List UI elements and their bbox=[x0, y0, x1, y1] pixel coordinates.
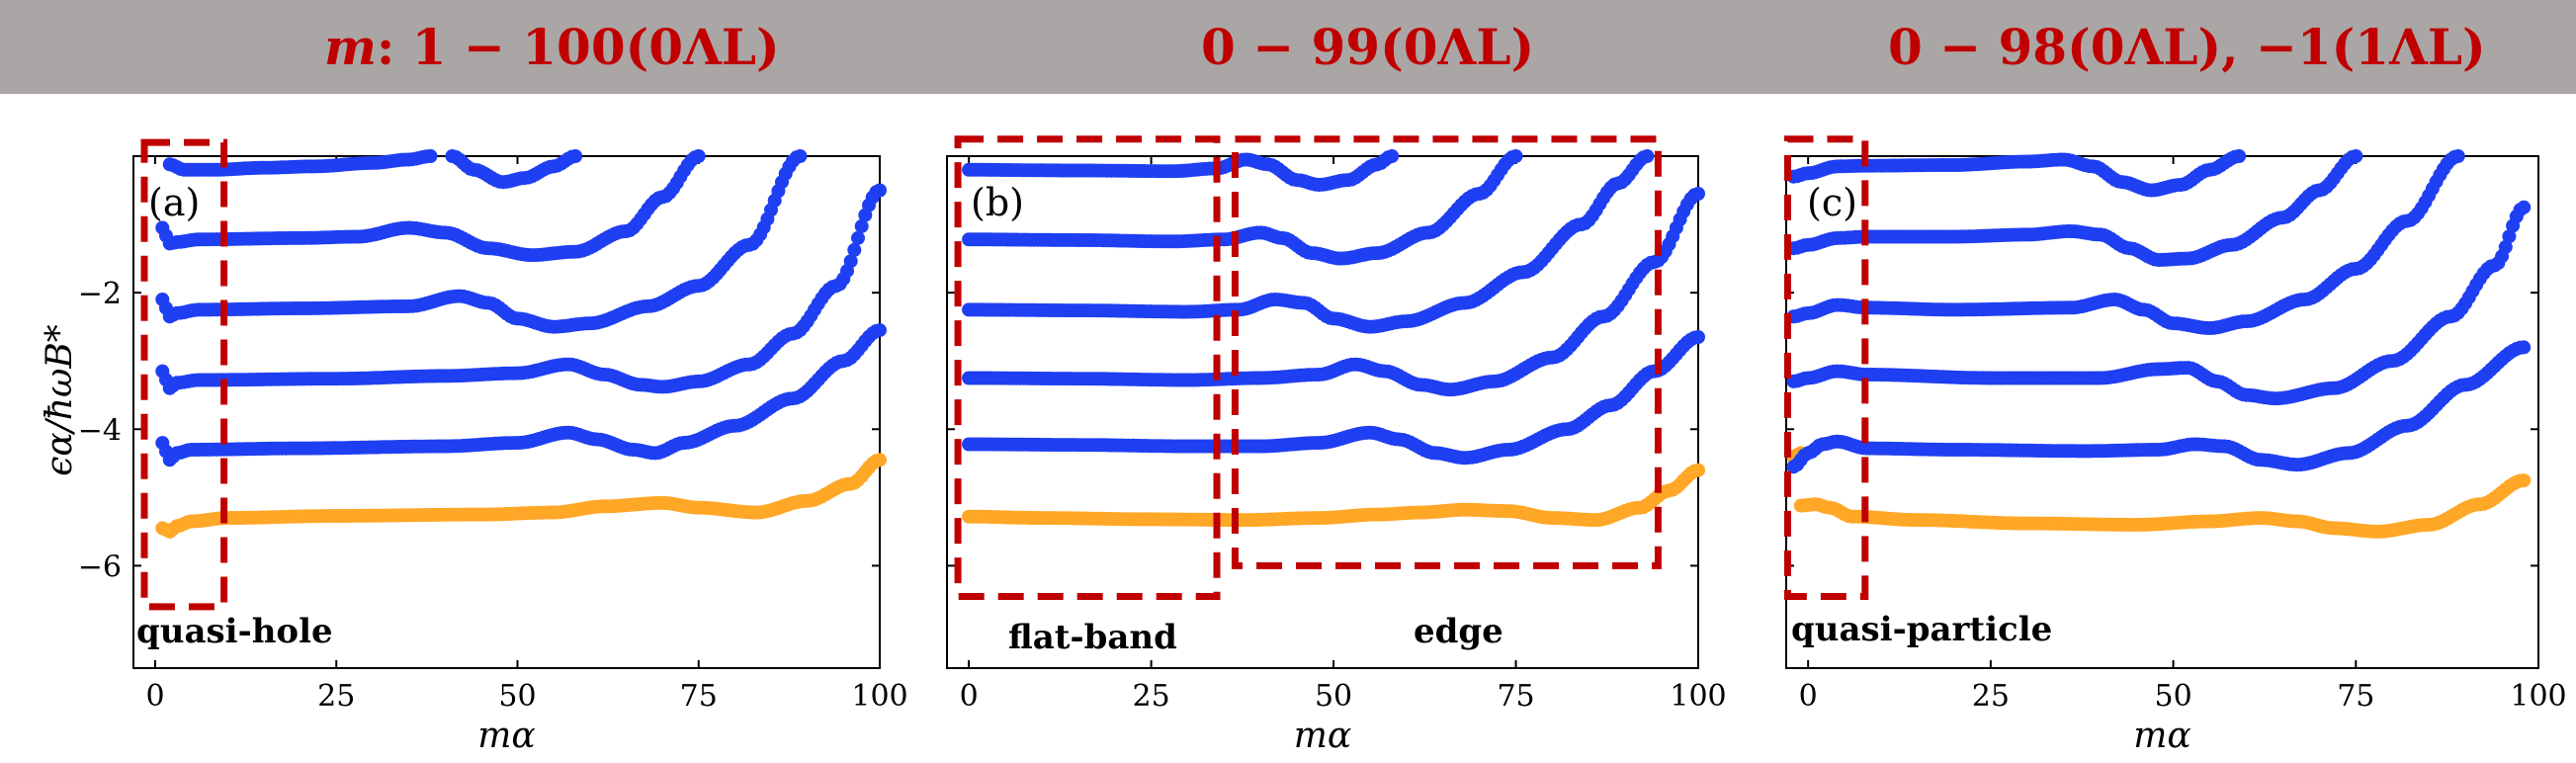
annotation-edge: edge bbox=[1414, 612, 1503, 651]
data-point bbox=[1385, 149, 1400, 163]
panel-b-frame bbox=[946, 155, 1699, 669]
panel-label: (c) bbox=[1807, 181, 1857, 224]
header-banner bbox=[0, 0, 2576, 94]
data-point bbox=[1508, 149, 1523, 163]
y-tick-label: −6 bbox=[78, 550, 122, 584]
data-point bbox=[2517, 473, 2532, 488]
series-branch-3 bbox=[1786, 149, 2465, 335]
panel-b-header-title: 0 − 99(0ΛL) bbox=[1201, 18, 1535, 76]
series-branch-5 bbox=[962, 149, 1400, 192]
data-point bbox=[1691, 187, 1705, 201]
panels-group: 0 25 50 75 100 −6 −4 −2 mα (a) quasi-hole 0 25 50 75 10… bbox=[78, 135, 2567, 756]
annotation-quasi-hole: quasi-hole bbox=[136, 612, 333, 651]
data-point bbox=[423, 149, 438, 163]
series-branch-6 bbox=[445, 149, 583, 190]
x-tick-label: 100 bbox=[1670, 679, 1726, 714]
panel-c: 0 25 50 75 100 mα (c) quasi-particle bbox=[1783, 135, 2567, 756]
series-branch-1 bbox=[155, 425, 692, 467]
data-point bbox=[2498, 239, 2513, 254]
x-tick-label: 0 bbox=[1799, 679, 1818, 714]
x-tick-label: 0 bbox=[960, 679, 979, 714]
series-branch-0 bbox=[962, 463, 1705, 528]
x-tick-label: 25 bbox=[317, 679, 355, 714]
data-point bbox=[2349, 149, 2363, 163]
series-branch-1 bbox=[1786, 340, 2532, 474]
series-branch-0 bbox=[155, 453, 887, 539]
highlight-box bbox=[140, 138, 228, 611]
panel-a-header-text: : 1 − 100(0ΛL) bbox=[376, 18, 780, 76]
x-tick-label: 100 bbox=[851, 679, 907, 714]
data-point bbox=[793, 149, 808, 163]
x-axis-label: mα bbox=[2133, 716, 2190, 756]
x-tick-label: 0 bbox=[145, 679, 164, 714]
panel-label: (b) bbox=[971, 181, 1024, 224]
annotation-quasi-particle: quasi-particle bbox=[1791, 610, 2052, 649]
x-axis-label: mα bbox=[477, 716, 535, 756]
data-point bbox=[2517, 340, 2532, 355]
y-axis-label: ϵα/ħωB* bbox=[40, 324, 80, 476]
panel-a: 0 25 50 75 100 −6 −4 −2 mα (a) quasi-hole bbox=[78, 138, 908, 756]
panel-b: 0 25 50 75 100 mα (b) flat-band edge bbox=[946, 135, 1727, 756]
panel-a-header-title: m: 1 − 100(0ΛL) bbox=[324, 18, 780, 77]
x-tick-label: 75 bbox=[1497, 679, 1534, 714]
data-point bbox=[843, 254, 858, 269]
data-point bbox=[873, 323, 887, 338]
x-tick-label: 75 bbox=[2337, 679, 2374, 714]
y-tick-label: −2 bbox=[78, 277, 122, 311]
panel-c-header-title: 0 − 98(0ΛL), −1(1ΛL) bbox=[1888, 18, 2486, 76]
y-tick-label: −4 bbox=[78, 413, 122, 448]
highlight-box bbox=[1783, 135, 1869, 600]
data-point bbox=[847, 242, 862, 257]
highlight-box bbox=[1231, 135, 1662, 569]
series-branch-3 bbox=[962, 149, 1655, 334]
m-symbol: m bbox=[324, 18, 377, 76]
data-point bbox=[854, 218, 869, 233]
data-point bbox=[2517, 200, 2532, 214]
series-branch-4 bbox=[155, 149, 706, 263]
series-branch-2 bbox=[155, 183, 887, 395]
panel-a-frame bbox=[132, 155, 881, 669]
data-point bbox=[873, 183, 887, 198]
highlight-box bbox=[954, 135, 1221, 600]
x-tick-label: 25 bbox=[1972, 679, 2010, 714]
x-tick-label: 25 bbox=[1133, 679, 1170, 714]
series-branch-2 bbox=[962, 187, 1705, 397]
series-branch-1b bbox=[677, 323, 887, 451]
data-point bbox=[1640, 149, 1655, 163]
data-point bbox=[1691, 463, 1705, 477]
x-tick-label: 50 bbox=[2154, 679, 2191, 714]
series-branch-5 bbox=[162, 149, 438, 177]
panel-label: (a) bbox=[148, 181, 200, 224]
series-branch-0 bbox=[1793, 473, 2532, 539]
x-tick-label: 75 bbox=[680, 679, 718, 714]
series-branch-1 bbox=[962, 330, 1705, 466]
x-axis-label: mα bbox=[1294, 716, 1351, 756]
data-point bbox=[691, 149, 706, 163]
data-point bbox=[851, 230, 865, 245]
x-tick-label: 50 bbox=[1315, 679, 1352, 714]
x-tick-label: 100 bbox=[2510, 679, 2566, 714]
data-point bbox=[2502, 229, 2517, 244]
data-point bbox=[873, 453, 887, 467]
annotation-flat-band: flat-band bbox=[1008, 618, 1177, 657]
data-point bbox=[2232, 149, 2247, 163]
x-tick-label: 50 bbox=[498, 679, 536, 714]
series-branch-4 bbox=[962, 149, 1523, 266]
data-point bbox=[1691, 330, 1705, 344]
data-point bbox=[568, 149, 583, 163]
series-branch-3 bbox=[155, 149, 808, 334]
data-point bbox=[2450, 149, 2465, 163]
series-branch-4 bbox=[1786, 149, 2363, 267]
